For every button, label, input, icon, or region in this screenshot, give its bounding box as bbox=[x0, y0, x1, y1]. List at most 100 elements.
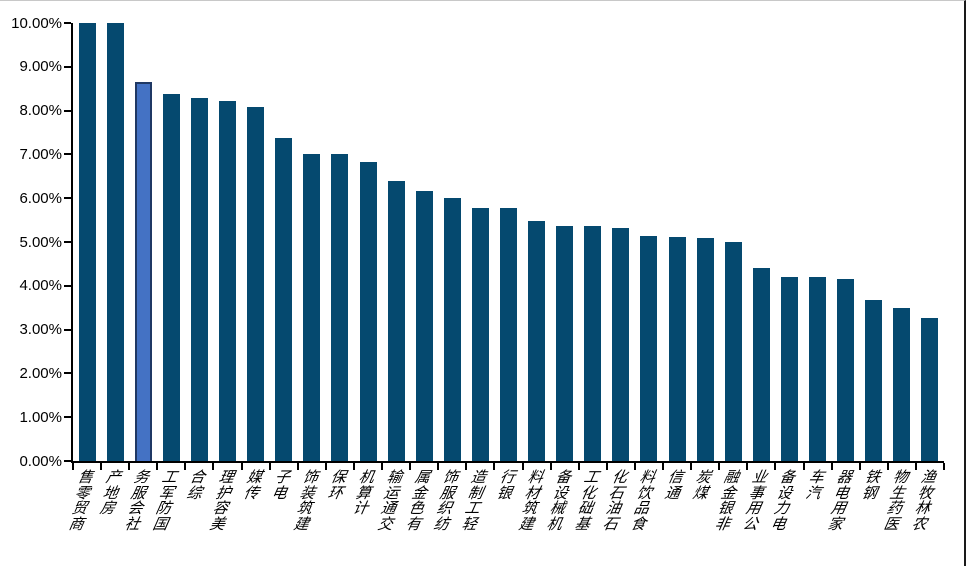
bar-基础化工 bbox=[584, 225, 602, 461]
y-axis-tick-label: 5.00% bbox=[19, 233, 62, 251]
y-tick-mark bbox=[64, 416, 71, 419]
y-axis-tick-label: 10.00% bbox=[11, 14, 62, 32]
bar-石油石化 bbox=[612, 228, 630, 461]
x-tick-mark bbox=[802, 463, 805, 470]
bar-社会服务 bbox=[134, 81, 152, 461]
x-tick-mark bbox=[858, 463, 861, 470]
bar-电力设备 bbox=[780, 277, 798, 461]
x-axis-line bbox=[71, 461, 944, 463]
bar-美容护理 bbox=[219, 100, 237, 461]
y-axis-tick-label: 1.00% bbox=[19, 408, 62, 426]
bar-机械设备 bbox=[556, 225, 574, 461]
x-axis-label-电力设备: 备 设 力 电 bbox=[769, 468, 798, 533]
y-tick-mark bbox=[64, 372, 71, 375]
y-tick-mark bbox=[64, 284, 71, 287]
y-axis-tick-label: 7.00% bbox=[19, 145, 62, 163]
bar-传媒 bbox=[247, 106, 265, 461]
x-tick-mark bbox=[296, 463, 299, 470]
y-tick-mark bbox=[64, 109, 71, 112]
y-tick-mark bbox=[64, 328, 71, 331]
x-tick-mark bbox=[100, 463, 103, 470]
x-tick-mark bbox=[409, 463, 412, 470]
x-axis-label-钢铁: 铁 钢 bbox=[860, 468, 882, 502]
bar-食品饮料 bbox=[640, 235, 658, 461]
x-axis-label-房地产: 产 地 房 bbox=[98, 468, 124, 518]
x-tick-mark bbox=[212, 463, 215, 470]
x-tick-mark bbox=[662, 463, 665, 470]
x-tick-mark bbox=[830, 463, 833, 470]
bar-商贸零售 bbox=[78, 23, 96, 461]
bar-医药生物 bbox=[893, 308, 911, 461]
x-tick-mark bbox=[549, 463, 552, 470]
x-tick-mark bbox=[690, 463, 693, 470]
x-axis-label-通信: 信 通 bbox=[663, 468, 685, 502]
x-axis-label-传媒: 媒 传 bbox=[241, 468, 264, 502]
bar-轻工制造 bbox=[471, 207, 489, 461]
x-tick-mark bbox=[437, 463, 440, 470]
x-axis-label-建筑装饰: 饰 装 筑 建 bbox=[292, 468, 320, 533]
x-axis-label-计算机: 机 算 计 bbox=[351, 468, 376, 518]
y-axis-tick-label: 6.00% bbox=[19, 189, 62, 207]
x-axis-label-农林牧渔: 渔 牧 林 农 bbox=[910, 468, 938, 533]
x-axis-label-家用电器: 器 电 用 家 bbox=[825, 468, 854, 533]
bar-通信 bbox=[668, 236, 686, 461]
x-tick-mark bbox=[746, 463, 749, 470]
x-tick-mark bbox=[352, 463, 355, 470]
bar-综合 bbox=[190, 97, 208, 461]
x-tick-mark bbox=[156, 463, 159, 470]
bar-家用电器 bbox=[837, 278, 855, 461]
bar-公用事业 bbox=[752, 267, 770, 461]
x-tick-mark bbox=[465, 463, 468, 470]
x-tick-mark bbox=[886, 463, 889, 470]
x-tick-mark bbox=[268, 463, 271, 470]
x-tick-mark bbox=[240, 463, 243, 470]
bar-建筑装饰 bbox=[303, 154, 321, 461]
y-tick-mark bbox=[64, 241, 71, 243]
y-axis-line bbox=[71, 23, 73, 463]
bar-计算机 bbox=[359, 162, 377, 461]
x-axis-label-国防军工: 工 军 防 国 bbox=[151, 468, 180, 533]
x-tick-mark bbox=[521, 463, 524, 470]
x-tick-mark bbox=[324, 463, 327, 470]
x-tick-mark bbox=[633, 463, 636, 470]
bar-煤炭 bbox=[696, 238, 714, 461]
x-axis-label-轻工制造: 造 制 工 轻 bbox=[460, 468, 489, 533]
x-tick-mark bbox=[914, 463, 917, 470]
x-tick-mark bbox=[381, 463, 384, 470]
bar-环保 bbox=[331, 154, 349, 461]
y-axis-tick-label: 4.00% bbox=[19, 277, 62, 295]
bar-交通运输 bbox=[387, 180, 405, 461]
x-tick-mark bbox=[128, 463, 131, 470]
y-tick-mark bbox=[64, 460, 71, 462]
y-axis-tick-label: 8.00% bbox=[19, 102, 62, 120]
bar-纺织服饰 bbox=[443, 197, 461, 461]
y-axis-tick-label: 2.00% bbox=[19, 364, 62, 382]
x-tick-mark bbox=[493, 463, 496, 470]
x-axis-label-食品饮料: 料 饮 品 食 bbox=[629, 468, 657, 533]
y-tick-mark bbox=[64, 153, 71, 156]
x-axis-label-电子: 子 电 bbox=[270, 468, 292, 502]
x-axis-label-汽车: 车 汽 bbox=[803, 468, 826, 502]
x-tick-mark bbox=[577, 463, 580, 470]
bar-建筑材料 bbox=[528, 220, 546, 461]
y-tick-mark bbox=[64, 22, 71, 24]
y-tick-mark bbox=[64, 197, 71, 200]
x-axis-label-美容护理: 理 护 容 美 bbox=[207, 468, 236, 533]
y-tick-mark bbox=[64, 65, 71, 68]
y-axis-tick-label: 0.00% bbox=[19, 452, 62, 470]
x-axis-label-综合: 合 综 bbox=[185, 468, 208, 502]
y-axis-tick-label: 3.00% bbox=[19, 321, 62, 339]
x-tick-mark bbox=[184, 463, 187, 470]
x-axis-label-建筑材料: 料 材 筑 建 bbox=[516, 468, 545, 533]
x-axis-label-商贸零售: 售 零 贸 商 bbox=[67, 468, 95, 533]
x-axis-label-银行: 行 银 bbox=[494, 468, 517, 502]
bar-钢铁 bbox=[865, 300, 883, 461]
bar-农林牧渔 bbox=[921, 317, 939, 461]
bar-电子 bbox=[275, 138, 293, 461]
bar-有色金属 bbox=[415, 191, 433, 461]
x-tick-mark bbox=[774, 463, 777, 470]
bar-汽车 bbox=[809, 277, 827, 461]
x-axis-label-环保: 保 环 bbox=[326, 468, 348, 502]
bar-国防军工 bbox=[162, 93, 180, 461]
